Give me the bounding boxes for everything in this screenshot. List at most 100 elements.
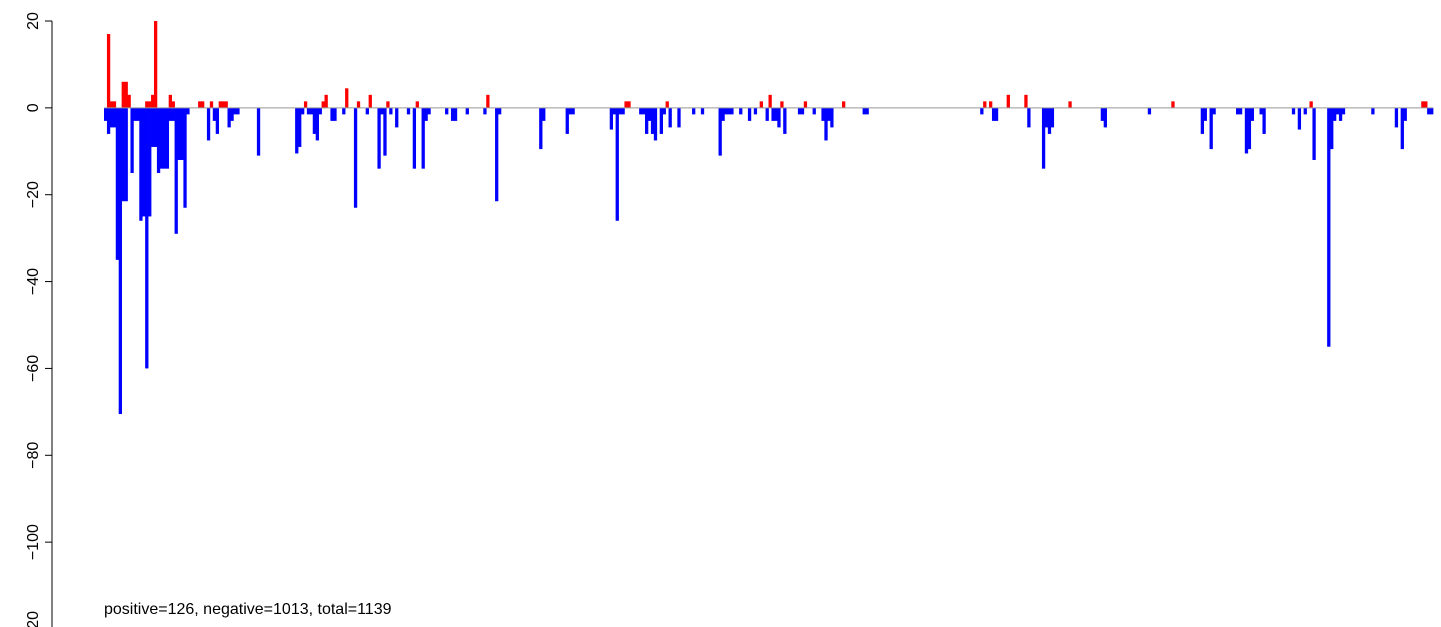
negative-bar (747, 107, 752, 121)
positive-bar (218, 101, 222, 108)
negative-bar (159, 107, 164, 169)
negative-bar (445, 107, 449, 115)
negative-bar (424, 107, 428, 121)
positive-bar (106, 34, 111, 108)
negative-bar (1330, 107, 1334, 150)
positive-bar (1421, 101, 1425, 108)
positive-bar (303, 101, 308, 108)
positive-bar (803, 101, 808, 108)
negative-bar (771, 107, 775, 121)
negative-bar (1291, 107, 1296, 115)
negative-bar (427, 107, 431, 115)
negative-bar (650, 107, 655, 134)
negative-bar (724, 107, 728, 115)
positive-bar (627, 101, 631, 108)
negative-bar (1394, 107, 1399, 128)
positive-bar (168, 94, 172, 108)
positive-bar (1424, 101, 1428, 108)
negative-bar (542, 107, 546, 121)
negative-bar (333, 107, 337, 121)
positive-bar (209, 101, 214, 108)
negative-bar (206, 107, 211, 141)
negative-bar (718, 107, 722, 156)
negative-bar (1262, 107, 1266, 134)
negative-bar (797, 107, 802, 115)
negative-bar (662, 107, 666, 115)
negative-bar (1209, 107, 1213, 150)
negative-bar (389, 107, 393, 115)
negative-bar (1041, 107, 1046, 169)
negative-bar (112, 107, 117, 128)
negative-bar (700, 107, 705, 115)
negative-bar (753, 107, 758, 115)
negative-bar (236, 107, 240, 115)
y-tick-label: 20 (25, 12, 42, 30)
negative-bar (186, 107, 190, 115)
negative-bar (1247, 107, 1252, 150)
negative-bar (653, 107, 658, 141)
negative-bar (824, 107, 828, 141)
positive-bar (321, 101, 325, 108)
negative-bar (827, 107, 831, 121)
negative-bar (830, 107, 834, 128)
negative-bar (215, 107, 220, 134)
negative-bar (295, 107, 299, 154)
negative-bar (1100, 107, 1105, 121)
positive-bar (983, 101, 987, 108)
negative-bar (1303, 107, 1307, 115)
negative-bar (765, 107, 769, 121)
negative-bar (342, 107, 346, 115)
y-tick-label: −60 (25, 355, 42, 382)
negative-bar (383, 107, 387, 156)
negative-bar (139, 107, 143, 221)
negative-bar (1027, 107, 1031, 128)
y-tick-label: −20 (25, 181, 42, 208)
negative-bar (609, 107, 614, 130)
negative-bar (315, 107, 319, 141)
positive-bar (324, 94, 328, 108)
negative-bar (1047, 107, 1052, 134)
y-tick-label: −40 (25, 268, 42, 295)
positive-bar (1309, 101, 1313, 108)
positive-bar (415, 101, 419, 108)
negative-bar (571, 107, 575, 115)
positive-bar (386, 101, 390, 108)
negative-bar (1244, 107, 1249, 154)
negative-bar (727, 107, 731, 115)
negative-bar (821, 107, 825, 121)
negative-bar (168, 107, 172, 121)
positive-bar (768, 94, 772, 108)
positive-bar (121, 81, 125, 108)
positive-bar (1006, 94, 1010, 108)
positive-bar (1171, 101, 1175, 108)
positive-bar (198, 101, 202, 108)
negative-bar (1371, 107, 1375, 115)
negative-bar (377, 107, 381, 169)
negative-bar (330, 107, 334, 121)
y-axis: 20 0 −20 −40 −60 −80 −100 −120 (25, 12, 53, 627)
negative-bar (171, 107, 175, 121)
negative-bar (639, 107, 643, 115)
negative-bar (783, 107, 787, 134)
positive-bar (224, 101, 228, 108)
negative-bar (406, 107, 411, 115)
negative-bar (1147, 107, 1152, 115)
negative-bar (412, 107, 417, 169)
negative-bar (994, 107, 999, 121)
y-tick-label: −120 (25, 611, 42, 627)
negative-bar (148, 107, 152, 217)
negative-bar (174, 107, 178, 234)
negative-bar (121, 107, 125, 202)
negative-bar (365, 107, 369, 115)
positive-bar (624, 101, 628, 108)
negative-bar (1212, 107, 1216, 115)
negative-bar (568, 107, 572, 115)
negative-bar (618, 107, 622, 115)
negative-bar (151, 107, 155, 147)
negative-bar (1427, 107, 1431, 115)
negative-bar (495, 107, 499, 202)
negative-bar (800, 107, 805, 115)
negative-bar (109, 107, 114, 128)
negative-bar (692, 107, 696, 115)
negative-bar (212, 107, 217, 121)
